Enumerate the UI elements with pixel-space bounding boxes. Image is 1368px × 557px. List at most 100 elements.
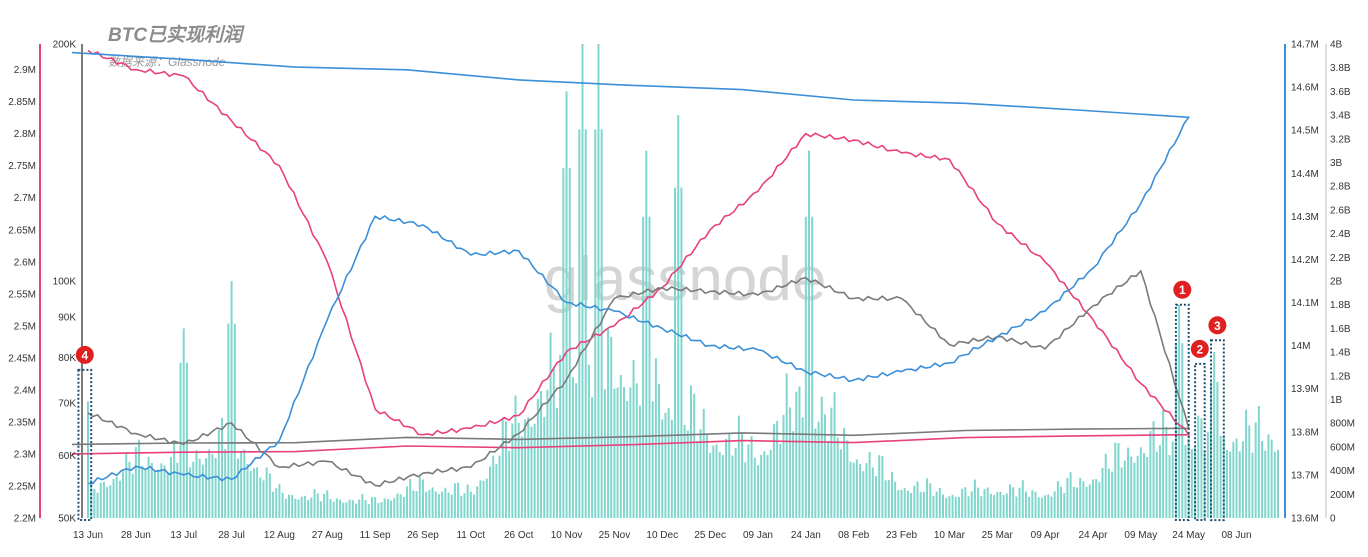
bar [1213, 352, 1216, 518]
bar [734, 447, 737, 518]
bar [412, 490, 415, 518]
bar-axis-tick: 1.2B [1330, 371, 1351, 382]
bar [702, 408, 705, 518]
bar [485, 478, 488, 518]
bar [198, 458, 201, 518]
bar [358, 499, 361, 518]
bar [1117, 443, 1120, 518]
bar [696, 441, 699, 518]
bar [881, 456, 884, 518]
bar [236, 458, 239, 518]
x-axis-tick: 24 May [1172, 530, 1205, 541]
bar [441, 491, 444, 518]
bar [804, 216, 807, 518]
bar [1047, 494, 1050, 518]
bar [396, 493, 399, 518]
bar [278, 483, 281, 518]
bar [1261, 440, 1264, 518]
bar [169, 457, 172, 518]
bar [693, 393, 696, 518]
bar-axis-tick: 3.4B [1330, 111, 1351, 122]
bar [1069, 472, 1072, 518]
gray-axis-tick: 80K [58, 353, 76, 364]
bar [425, 491, 428, 518]
bar [179, 362, 182, 518]
bar [718, 452, 721, 518]
bar [970, 491, 973, 518]
bar [670, 419, 673, 518]
annotation-marker [1208, 316, 1227, 335]
x-axis-tick: 10 Nov [551, 530, 583, 541]
bar [1146, 457, 1149, 518]
bar [1085, 486, 1088, 518]
line-series [71, 49, 1191, 487]
bar [651, 401, 654, 518]
bar [642, 216, 645, 518]
bar [562, 168, 565, 518]
bar [788, 407, 791, 518]
bar [1158, 445, 1161, 518]
bar [817, 421, 820, 518]
bar [1034, 491, 1037, 518]
bar [1225, 449, 1228, 518]
gray-axis-tick: 100K [53, 277, 77, 288]
bar [875, 476, 878, 518]
bar [492, 455, 495, 518]
blue-axis-tick: 14M [1291, 341, 1310, 352]
bar [444, 487, 447, 518]
bar-axis-tick: 2.6B [1330, 205, 1351, 216]
x-axis-tick: 28 Jun [121, 530, 151, 541]
bar [1162, 409, 1165, 518]
bar [747, 444, 750, 518]
pink-axis-tick: 2.4M [14, 385, 36, 396]
bar [409, 479, 412, 518]
bar [980, 496, 983, 518]
bar [600, 129, 603, 518]
annotations: 1 23 4 [75, 280, 1227, 522]
bar [418, 476, 421, 518]
bar [1219, 435, 1222, 518]
bar [256, 467, 259, 518]
bar [201, 464, 204, 518]
x-axis-tick: 10 Dec [646, 530, 678, 541]
bar [753, 457, 756, 518]
bar-axis-tick: 1.4B [1330, 348, 1351, 359]
bar [1056, 481, 1059, 518]
blue-axis-tick: 13.8M [1291, 427, 1319, 438]
bar [721, 455, 724, 518]
bar [1079, 477, 1082, 518]
bar [1024, 491, 1027, 518]
bar [629, 387, 632, 518]
bar [1200, 418, 1203, 518]
bar [543, 417, 546, 518]
bar [750, 436, 753, 518]
bar [763, 451, 766, 518]
bar [661, 419, 664, 518]
bar [1174, 343, 1177, 518]
bar [530, 426, 533, 518]
bar [823, 414, 826, 518]
bar [1216, 381, 1219, 518]
bar-axis-tick: 200M [1330, 490, 1355, 501]
bar [1273, 451, 1276, 518]
bar [1235, 438, 1238, 518]
bar [1203, 451, 1206, 518]
bar [1015, 496, 1018, 518]
bar [916, 481, 919, 518]
bar [744, 462, 747, 518]
bar [699, 429, 702, 518]
bar [211, 454, 214, 518]
bar [469, 491, 472, 518]
bar-axis-tick: 3.2B [1330, 134, 1351, 145]
bar [638, 405, 641, 518]
blue-axis-tick: 14.3M [1291, 212, 1319, 223]
bar [428, 489, 431, 518]
bar [479, 480, 482, 518]
bar [766, 455, 769, 518]
bar [335, 498, 338, 518]
blue-axis-tick: 14.5M [1291, 126, 1319, 137]
pink-axis-tick: 2.8M [14, 129, 36, 140]
gray-axis-tick: 50K [58, 514, 76, 525]
bar [476, 486, 479, 518]
bar-axis-tick: 1.6B [1330, 324, 1351, 335]
